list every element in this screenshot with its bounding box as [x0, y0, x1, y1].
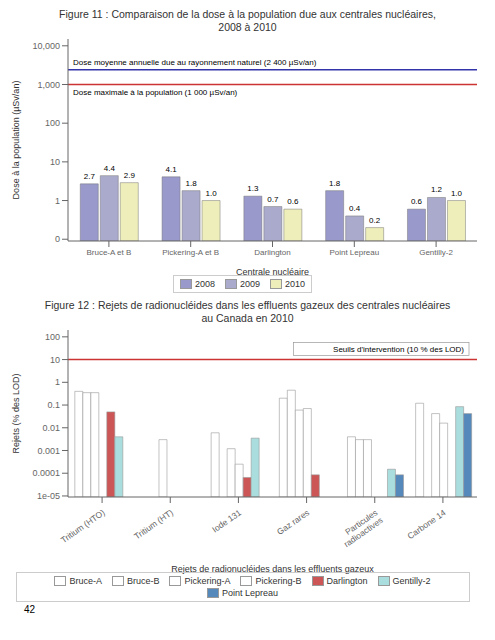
html-text:2010: 2010: [285, 279, 305, 290]
svg-text:0.6: 0.6: [287, 197, 299, 206]
svg-text:1.0: 1.0: [206, 189, 218, 198]
svg-text:0.0001: 0.0001: [32, 469, 60, 479]
svg-text:1.0: 1.0: [451, 189, 463, 198]
svg-text:0.2: 0.2: [369, 216, 381, 225]
svg-text:Darlington: Darlington: [254, 248, 290, 257]
svg-text:1e-05: 1e-05: [37, 492, 60, 502]
svg-text:Rejets de radionucléides dans: Rejets de radionucléides dans les efflue…: [171, 564, 374, 574]
svg-text:Gentilly-2: Gentilly-2: [419, 248, 453, 257]
svg-text:0.4: 0.4: [349, 204, 361, 213]
svg-text:Tritium (HT): Tritium (HT): [132, 508, 175, 542]
svg-text:Seuils d'intervention (10 % de: Seuils d'intervention (10 % des LOD): [333, 345, 464, 354]
html-text:Bruce-A: Bruce-A: [69, 576, 102, 587]
html-text:Gentilly-2: Gentilly-2: [392, 576, 431, 587]
html-text:Pickering-A: Pickering-A: [184, 576, 231, 587]
html-text:Point Lepreau: Point Lepreau: [222, 588, 278, 599]
svg-text:4.4: 4.4: [104, 164, 116, 173]
svg-text:1.8: 1.8: [186, 179, 198, 188]
svg-text:Particulesradioactives: Particulesradioactives: [336, 508, 384, 550]
html-text:2008: 2008: [195, 279, 215, 290]
html-text:Bruce-B: Bruce-B: [127, 576, 160, 587]
html-text:Pickering-B: Pickering-B: [255, 576, 302, 587]
svg-text:0.1: 0.1: [47, 401, 60, 411]
svg-text:Bruce-A et B: Bruce-A et B: [86, 248, 131, 257]
svg-text:Centrale nucléaire: Centrale nucléaire: [236, 267, 309, 277]
html-text:Darlington: Darlington: [326, 576, 368, 587]
svg-text:Carbone 14: Carbone 14: [405, 508, 447, 542]
svg-text:10,000: 10,000: [32, 41, 60, 51]
svg-text:1,000: 1,000: [37, 80, 60, 90]
svg-text:Dose moyenne annuelle due au r: Dose moyenne annuelle due au rayonnement…: [73, 58, 317, 67]
svg-text:1.3: 1.3: [247, 184, 259, 193]
svg-text:0: 0: [55, 235, 60, 245]
html-text:Figure 12 : Rejets de radionuc: Figure 12 : Rejets de radionucléides dan…: [44, 299, 451, 324]
svg-text:Iode 131: Iode 131: [210, 508, 243, 535]
svg-text:10: 10: [50, 157, 60, 167]
svg-text:10: 10: [50, 355, 60, 365]
svg-text:1: 1: [55, 196, 60, 206]
svg-text:100: 100: [45, 332, 60, 342]
svg-text:0.01: 0.01: [42, 423, 60, 433]
svg-text:Rejets (% des LOD): Rejets (% des LOD): [11, 374, 21, 454]
svg-text:1: 1: [55, 378, 60, 388]
svg-text:0.7: 0.7: [267, 195, 279, 204]
svg-text:Tritium (HTO): Tritium (HTO): [59, 508, 107, 546]
svg-text:1.2: 1.2: [431, 186, 443, 195]
svg-text:Gaz rares: Gaz rares: [275, 508, 311, 538]
svg-text:0.6: 0.6: [411, 197, 423, 206]
svg-text:Pickering-A et B: Pickering-A et B: [162, 248, 219, 257]
html-text:2009: 2009: [240, 279, 260, 290]
svg-text:1.8: 1.8: [329, 179, 341, 188]
svg-text:4.1: 4.1: [166, 165, 178, 174]
svg-text:2.9: 2.9: [124, 171, 136, 180]
svg-text:0.001: 0.001: [37, 446, 60, 456]
html-text:Figure 11 : Comparaison de la: Figure 11 : Comparaison de la dose à la …: [59, 8, 436, 33]
svg-text:100: 100: [45, 119, 60, 129]
svg-text:Dose maximale à la population: Dose maximale à la population (1 000 µSv…: [73, 88, 238, 97]
svg-text:Dose à la population (µSv/an): Dose à la population (µSv/an): [11, 81, 21, 200]
svg-text:Point Lepreau: Point Lepreau: [329, 248, 379, 257]
html-text:42: 42: [24, 604, 36, 616]
svg-text:2.7: 2.7: [84, 172, 96, 181]
